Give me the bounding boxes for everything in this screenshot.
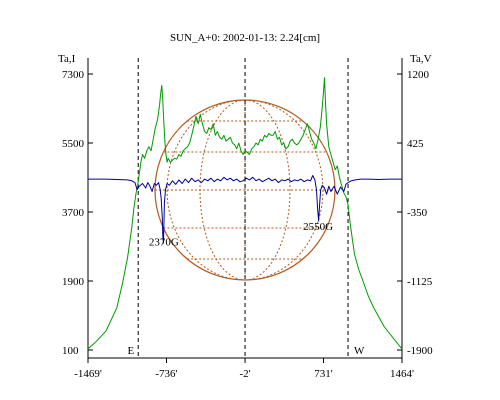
- x-tick-label: 731': [314, 368, 333, 380]
- disk-longitude-line: [244, 99, 324, 281]
- right-tick-label: 1200: [407, 69, 430, 81]
- east-limb-label: E: [127, 345, 134, 357]
- left-tick-label: 3700: [62, 207, 85, 219]
- polarization-v-series-line: [88, 175, 402, 244]
- annotations: 2370G 2550G: [149, 221, 333, 248]
- west-limb-label: W: [354, 345, 365, 357]
- tick-labels: 7300 5500 3700 1900 100 1200 425 -350 -1125 -1900…: [62, 69, 433, 380]
- sunspot-field-label: 2550G: [303, 221, 333, 233]
- left-tick-label: 100: [62, 345, 79, 357]
- sunspot-field-label: 2370G: [149, 236, 179, 248]
- series-lines: [87, 77, 403, 350]
- right-tick-label: -1125: [407, 276, 433, 288]
- x-tick-label: 1464': [390, 368, 414, 380]
- chart-title: SUN_A+0: 2002-01-13: 2.24[cm]: [170, 32, 320, 44]
- x-tick-label: -736': [155, 368, 177, 380]
- x-tick-label: -1469': [74, 368, 102, 380]
- right-tick-label: 425: [407, 138, 424, 150]
- left-tick-label: 7300: [62, 69, 85, 81]
- left-tick-label: 1900: [62, 276, 85, 288]
- right-tick-label: -1900: [407, 345, 433, 357]
- left-tick-label: 5500: [62, 138, 85, 150]
- right-axis-label: Ta,V: [410, 53, 432, 65]
- left-axis-label: Ta,I: [58, 53, 76, 65]
- right-tick-label: -350: [407, 207, 428, 219]
- x-tick-label: -2': [239, 368, 250, 380]
- disk-longitude-line: [199, 99, 246, 281]
- disk-longitude-line: [166, 99, 246, 281]
- intensity-i-series-line: [87, 77, 403, 350]
- disk-longitude-line: [244, 99, 291, 281]
